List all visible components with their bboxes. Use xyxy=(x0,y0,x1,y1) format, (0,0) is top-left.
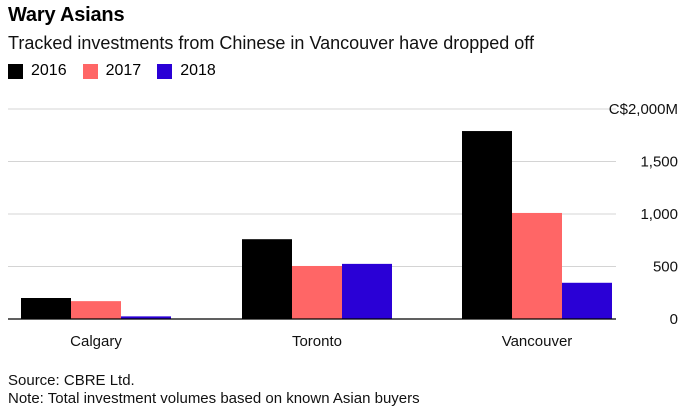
legend-label-2017: 2017 xyxy=(105,62,142,79)
bar-2018-toronto xyxy=(342,263,392,319)
legend-swatch-2018 xyxy=(157,63,173,79)
legend-label-2016: 2016 xyxy=(31,62,67,79)
chart-subtitle: Tracked investments from Chinese in Vanc… xyxy=(8,33,534,53)
x-tick-label: Toronto xyxy=(292,333,342,350)
bar-2016-vancouver xyxy=(462,131,512,319)
source-note: Source: CBRE Ltd. xyxy=(8,372,135,389)
y-tick-label: 1,000 xyxy=(640,206,678,223)
bar-2018-calgary xyxy=(121,316,171,319)
chart-title: Wary Asians xyxy=(8,4,125,26)
bar-2016-calgary xyxy=(21,298,71,319)
bar-chart: 0 500 1,000 1,500 C$2,000M Calgary Toronto Vanc… xyxy=(8,101,678,350)
y-tick-label: 500 xyxy=(653,259,678,276)
bar-2017-calgary xyxy=(71,301,121,319)
x-tick-label: Calgary xyxy=(70,333,122,350)
bar-2018-vancouver xyxy=(562,282,612,319)
legend-item-2017: 2017 xyxy=(82,62,142,80)
y-tick-label: 0 xyxy=(670,311,678,328)
legend-swatch-2017 xyxy=(82,63,98,79)
footer: Source: CBRE Ltd. Note: Total investment… xyxy=(8,372,420,408)
x-tick-label: Vancouver xyxy=(502,333,573,350)
bar-2017-vancouver xyxy=(512,212,562,319)
legend: 2016 2017 2018 xyxy=(8,62,232,80)
legend-label-2018: 2018 xyxy=(180,62,216,79)
y-tick-label: 1,500 xyxy=(640,154,678,171)
legend-item-2018: 2018 xyxy=(157,62,216,80)
bar-2017-toronto xyxy=(292,265,342,319)
bar-2016-toronto xyxy=(242,239,292,319)
y-tick-label: C$2,000M xyxy=(609,101,678,118)
legend-item-2016: 2016 xyxy=(8,62,67,80)
footnote: Note: Total investment volumes based on … xyxy=(8,390,420,407)
legend-swatch-2016 xyxy=(8,63,23,79)
